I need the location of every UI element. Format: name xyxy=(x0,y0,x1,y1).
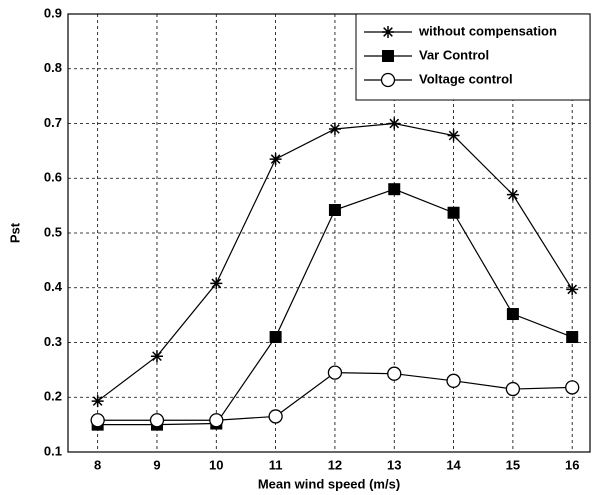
marker xyxy=(382,26,394,38)
marker xyxy=(328,122,341,135)
y-tick-label: 0.2 xyxy=(44,389,62,404)
x-tick-label: 12 xyxy=(328,457,342,472)
plot-frame xyxy=(67,13,591,453)
marker xyxy=(328,204,341,217)
y-tick-label: 0.7 xyxy=(44,115,62,130)
y-tick-label: 0.5 xyxy=(44,224,62,239)
y-tick-label: 0.1 xyxy=(44,443,62,458)
x-tick-label: 13 xyxy=(387,457,401,472)
x-tick-label: 16 xyxy=(565,457,579,472)
legend-box xyxy=(355,13,591,101)
legend-label: Var Control xyxy=(419,47,489,62)
marker xyxy=(210,277,223,290)
y-tick-label: 0.3 xyxy=(44,334,62,349)
x-tick-label: 15 xyxy=(506,457,520,472)
marker xyxy=(90,413,105,428)
x-tick-label: 11 xyxy=(269,457,283,472)
x-tick-label: 8 xyxy=(94,457,101,472)
marker xyxy=(387,366,402,381)
marker xyxy=(149,413,165,428)
marker xyxy=(565,380,580,395)
marker xyxy=(209,413,224,428)
y-tick-label: 0.8 xyxy=(44,60,62,75)
x-tick-label: 10 xyxy=(209,457,223,472)
y-tick-label: 0.6 xyxy=(44,170,62,185)
marker xyxy=(566,283,579,296)
y-tick-label: 0.4 xyxy=(44,279,63,294)
marker xyxy=(447,206,460,219)
x-tick-label: 14 xyxy=(446,457,461,472)
marker xyxy=(382,50,394,62)
marker xyxy=(150,350,163,363)
marker xyxy=(380,72,396,88)
marker xyxy=(388,117,401,130)
marker xyxy=(446,373,461,388)
x-axis-label: Mean wind speed (m/s) xyxy=(258,476,400,491)
y-tick-label: 0.9 xyxy=(44,5,62,20)
marker xyxy=(447,129,460,142)
legend-label: Voltage control xyxy=(419,71,513,86)
x-tick-label: 9 xyxy=(153,457,160,472)
marker xyxy=(566,331,579,344)
marker xyxy=(268,409,283,424)
marker xyxy=(506,188,519,201)
marker xyxy=(269,153,282,166)
marker xyxy=(327,365,343,380)
marker xyxy=(506,308,519,321)
marker xyxy=(269,331,282,344)
marker xyxy=(388,183,401,196)
y-axis-label: Pst xyxy=(7,222,22,243)
marker xyxy=(91,395,104,408)
marker xyxy=(505,381,521,397)
legend-label: without compensation xyxy=(418,23,557,38)
